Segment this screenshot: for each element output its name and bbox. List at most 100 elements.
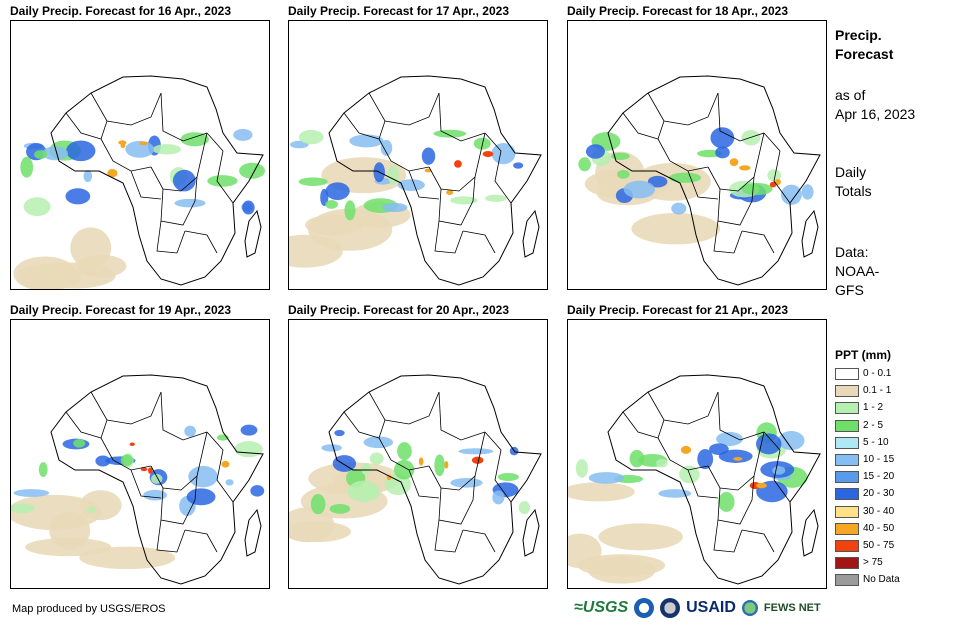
heavy-rain-patch (446, 189, 454, 195)
precip-map (288, 319, 548, 589)
rain-patch (715, 146, 730, 159)
light-rain-patch (577, 554, 666, 577)
light-rain-patch (79, 546, 176, 570)
country-border (687, 469, 719, 499)
rain-patch (188, 465, 218, 488)
rain-patch (298, 129, 324, 145)
country-border (65, 411, 108, 439)
legend-swatch (835, 540, 859, 552)
rain-patch (242, 200, 255, 215)
africa-map (13, 75, 266, 289)
country-border (156, 519, 186, 553)
rain-patch (174, 198, 206, 208)
country-border (741, 230, 775, 254)
country-border (90, 92, 162, 126)
rain-patch (298, 177, 328, 186)
africa-map (11, 374, 265, 585)
legend-item: 10 - 15 (835, 452, 910, 469)
light-rain-patch (289, 521, 351, 543)
heavy-rain-patch (729, 158, 739, 167)
sidebar-asof-line1: as of (835, 87, 866, 103)
country-border (438, 391, 486, 441)
rain-patch (349, 134, 384, 148)
heavy-rain-patch (739, 165, 751, 171)
country-border (707, 431, 765, 491)
light-rain-patch (76, 254, 127, 278)
rain-patch (585, 144, 605, 159)
rain-patch (382, 202, 408, 213)
light-rain-patch (11, 494, 102, 531)
fews-net-logo: FEWS NET (763, 602, 821, 614)
country-border (100, 138, 152, 172)
precip-map (10, 319, 270, 589)
sidebar-heading-line1: Precip. (835, 27, 882, 43)
country-border (408, 170, 440, 200)
country-border (343, 411, 386, 439)
heavy-rain-patch (444, 461, 449, 469)
rain-patch (778, 431, 805, 451)
forecast-panel-19apr: Daily Precip. Forecast for 19 Apr., 2023 (10, 303, 270, 590)
rain-patch (588, 472, 625, 484)
legend-item: 5 - 10 (835, 435, 910, 452)
country-border (763, 431, 791, 503)
rain-patch (344, 200, 356, 221)
country-border (428, 431, 486, 491)
country-border (150, 431, 208, 491)
heavy-rain-patch (680, 445, 692, 454)
rain-patch (184, 425, 196, 437)
rain-patch (143, 489, 167, 501)
rain-patch (73, 438, 86, 448)
rain-patch (225, 479, 234, 486)
precip-map (567, 319, 827, 589)
heavy-rain-patch (118, 140, 127, 145)
country-border (408, 469, 440, 499)
rain-patch (361, 463, 371, 475)
rain-patch (710, 127, 735, 149)
precip-map (10, 20, 270, 290)
rain-patch (234, 441, 263, 458)
rain-patch (13, 489, 50, 497)
country-border (206, 431, 234, 503)
rain-patch (578, 157, 591, 172)
rain-patch (611, 152, 630, 161)
africa-map (289, 75, 542, 286)
country-border (713, 519, 743, 553)
country-border (90, 391, 162, 425)
rain-patch (87, 506, 96, 514)
legend-item: 1 - 2 (835, 400, 910, 417)
country-border (160, 92, 208, 142)
country-border (130, 469, 162, 499)
rain-patch (647, 175, 668, 188)
africa-outline (50, 374, 264, 585)
legend-label: 10 - 15 (863, 454, 895, 465)
africa-map (578, 75, 821, 286)
country-border (622, 411, 665, 439)
rain-patch (329, 503, 351, 514)
rain-patch (668, 172, 702, 183)
legend-swatch (835, 471, 859, 484)
legend-item: 0 - 0.1 (835, 366, 910, 383)
heavy-rain-patch (129, 442, 135, 447)
country-border (484, 431, 512, 503)
country-border (160, 176, 198, 226)
rain-patch (575, 459, 589, 478)
rain-patch (497, 472, 519, 482)
country-border (368, 391, 440, 425)
legend-label: 0 - 0.1 (863, 368, 892, 379)
rain-patch (120, 454, 133, 467)
legend-label: 40 - 50 (863, 522, 895, 534)
rain-patch (780, 184, 802, 205)
country-border (434, 519, 464, 553)
panel-title: Daily Precip. Forecast for 21 Apr., 2023 (567, 303, 788, 317)
heavy-rain-patch (733, 457, 743, 461)
rain-patch (310, 494, 326, 515)
country-border (428, 132, 486, 192)
rain-patch (491, 142, 516, 165)
rain-patch (325, 200, 338, 209)
country-border (438, 92, 486, 142)
rain-patch (767, 169, 782, 182)
sidebar-daily-line1: Daily (835, 164, 867, 180)
rain-patch (250, 485, 265, 497)
country-border (717, 176, 755, 226)
country-border (657, 437, 709, 471)
